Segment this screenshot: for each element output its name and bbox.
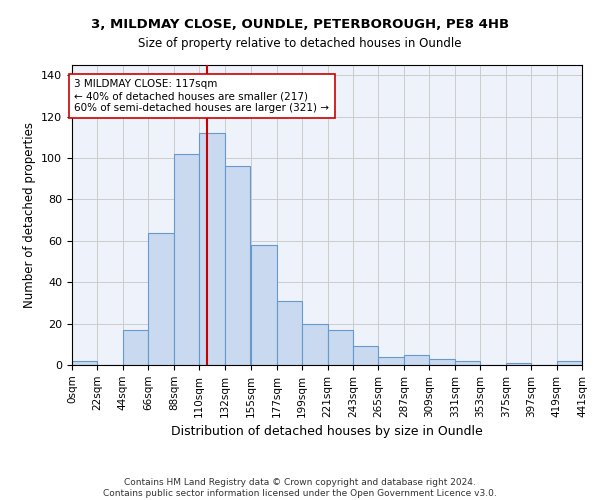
Bar [557, 361, 582, 365]
Bar [455, 361, 480, 365]
Bar [302, 324, 328, 365]
Bar [404, 354, 430, 365]
Bar [277, 301, 302, 365]
Bar [174, 154, 199, 365]
Y-axis label: Number of detached properties: Number of detached properties [23, 122, 35, 308]
Bar [123, 330, 148, 365]
Bar [506, 363, 531, 365]
Bar [72, 361, 97, 365]
Bar [328, 330, 353, 365]
Text: 3, MILDMAY CLOSE, OUNDLE, PETERBOROUGH, PE8 4HB: 3, MILDMAY CLOSE, OUNDLE, PETERBOROUGH, … [91, 18, 509, 30]
X-axis label: Distribution of detached houses by size in Oundle: Distribution of detached houses by size … [171, 425, 483, 438]
Bar [251, 245, 277, 365]
Bar [379, 356, 404, 365]
Text: Contains HM Land Registry data © Crown copyright and database right 2024.
Contai: Contains HM Land Registry data © Crown c… [103, 478, 497, 498]
Bar [199, 134, 224, 365]
Text: 3 MILDMAY CLOSE: 117sqm
← 40% of detached houses are smaller (217)
60% of semi-d: 3 MILDMAY CLOSE: 117sqm ← 40% of detache… [74, 80, 329, 112]
Bar [353, 346, 379, 365]
Bar [224, 166, 250, 365]
Bar [430, 359, 455, 365]
Bar [148, 232, 174, 365]
Text: Size of property relative to detached houses in Oundle: Size of property relative to detached ho… [138, 38, 462, 51]
